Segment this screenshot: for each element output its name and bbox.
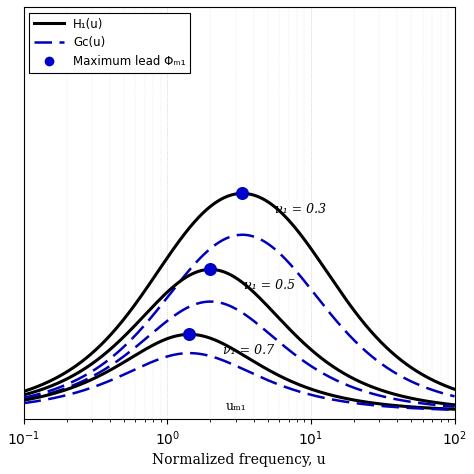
Text: uₘ₁: uₘ₁ xyxy=(225,400,246,413)
Point xyxy=(238,190,246,197)
Text: ν₁ = 0.7: ν₁ = 0.7 xyxy=(223,344,273,356)
Point xyxy=(186,330,193,338)
Legend: H₁(u), Gᴄ(u), Maximum lead Φₘ₁: H₁(u), Gᴄ(u), Maximum lead Φₘ₁ xyxy=(29,13,191,73)
Text: ν₁ = 0.3: ν₁ = 0.3 xyxy=(275,203,327,216)
Text: ν₁ = 0.5: ν₁ = 0.5 xyxy=(244,279,295,292)
X-axis label: Normalized frequency, u: Normalized frequency, u xyxy=(152,453,326,467)
Point xyxy=(207,265,214,273)
